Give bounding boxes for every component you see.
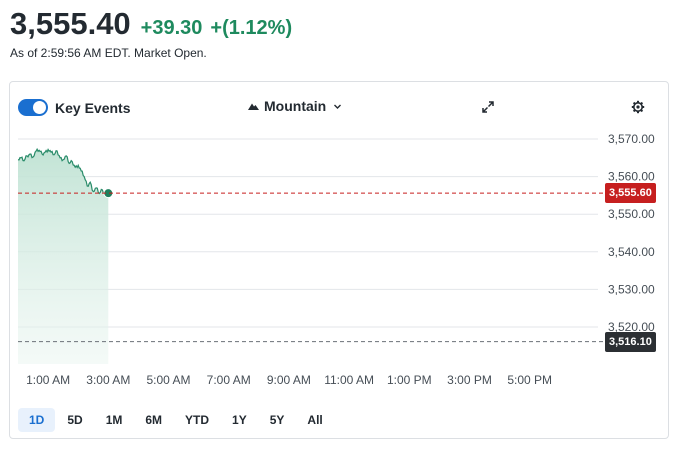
range-button-1d[interactable]: 1D (18, 408, 56, 432)
y-tick-label: 3,530.00 (608, 282, 655, 296)
range-button-5y[interactable]: 5Y (269, 413, 285, 427)
x-tick-label: 1:00 PM (387, 373, 432, 387)
price-change-percent: +(1.12%) (210, 17, 293, 39)
toggle-knob (33, 101, 46, 114)
range-button-6m[interactable]: 6M (145, 413, 163, 427)
price-row: 3,555.40 +39.30 +(1.12%) (10, 6, 292, 42)
chart-type-dropdown[interactable]: Mountain (248, 98, 342, 114)
x-tick-label: 3:00 PM (447, 373, 492, 387)
current-price-tag: 3,555.60 (605, 183, 656, 204)
range-button-5d[interactable]: 5D (67, 413, 83, 427)
range-button-1y[interactable]: 1Y (232, 413, 247, 427)
x-tick-label: 5:00 AM (146, 373, 190, 387)
x-tick-label: 1:00 AM (26, 373, 70, 387)
quote-header: 3,555.40 +39.30 +(1.12%) As of 2:59:56 A… (10, 6, 292, 60)
expand-icon[interactable] (481, 100, 495, 114)
chart-card: Key Events Mountain (9, 81, 669, 439)
mountain-icon (248, 103, 259, 110)
price-area (18, 149, 109, 364)
chevron-down-icon (334, 104, 342, 109)
chart-toolbar: Key Events Mountain (10, 82, 668, 130)
x-tick-label: 5:00 PM (507, 373, 552, 387)
price-change: +39.30 (140, 17, 203, 39)
range-selector: 1D 5D 1M 6M YTD 1Y 5Y All (18, 408, 335, 432)
y-tick-label: 3,570.00 (608, 132, 655, 146)
range-button-all[interactable]: All (307, 413, 323, 427)
x-tick-label: 9:00 AM (267, 373, 311, 387)
range-button-1m[interactable]: 1M (105, 413, 123, 427)
previous-close-tag: 3,516.10 (605, 331, 656, 352)
price-chart[interactable]: 3,570.00 3,560.00 3,550.00 3,540.00 3,530.00… (10, 82, 668, 402)
as-of-timestamp: As of 2:59:56 AM EDT. Market Open. (10, 46, 207, 60)
y-tick-label: 3,540.00 (608, 245, 655, 259)
x-tick-label: 3:00 AM (86, 373, 130, 387)
key-events-toggle[interactable] (18, 99, 48, 116)
chart-type-label: Mountain (264, 98, 327, 114)
x-tick-label: 7:00 AM (207, 373, 251, 387)
range-button-ytd[interactable]: YTD (185, 413, 210, 427)
key-events-label: Key Events (55, 100, 131, 116)
current-price: 3,555.40 (10, 6, 131, 41)
y-tick-label: 3,560.00 (608, 170, 655, 184)
price-line (17, 147, 109, 197)
y-tick-label: 3,550.00 (608, 207, 655, 221)
x-tick-label: 11:00 AM (324, 373, 374, 387)
gear-icon[interactable] (631, 100, 645, 114)
y-tick-label: 3,520.00 (608, 320, 655, 334)
